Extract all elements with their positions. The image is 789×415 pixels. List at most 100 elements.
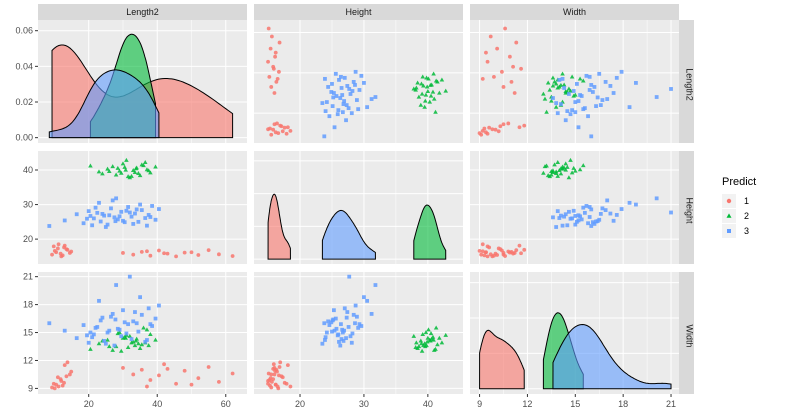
point-series-3 <box>323 76 327 81</box>
density-series-3 <box>321 209 376 260</box>
point-series-1 <box>273 382 278 387</box>
point-series-1 <box>517 243 522 248</box>
point-series-3 <box>351 312 356 317</box>
point-series-1 <box>495 46 500 51</box>
point-series-2 <box>426 76 431 81</box>
point-series-1 <box>490 127 495 132</box>
point-series-3 <box>121 308 125 313</box>
point-series-1 <box>266 371 271 376</box>
point-series-3 <box>341 339 346 343</box>
point-series-1 <box>182 250 187 255</box>
point-series-3 <box>334 326 339 331</box>
point-series-2 <box>118 170 124 175</box>
point-series-3 <box>555 209 560 214</box>
point-series-1 <box>69 369 74 374</box>
point-series-3 <box>614 213 619 217</box>
x-tick-label: 15 <box>570 399 580 409</box>
point-series-2 <box>545 173 551 178</box>
point-series-3 <box>587 88 592 92</box>
point-series-3 <box>373 95 378 99</box>
point-series-2 <box>423 330 429 335</box>
point-series-1 <box>148 378 153 382</box>
point-series-3 <box>562 86 567 90</box>
point-series-2 <box>433 109 438 114</box>
point-series-1 <box>477 248 482 253</box>
point-series-1 <box>277 40 282 45</box>
point-series-3 <box>554 225 559 229</box>
y-tick-label: 21 <box>23 272 33 282</box>
legend-key-2 <box>726 213 732 218</box>
point-series-2 <box>424 84 430 89</box>
point-series-1 <box>174 381 178 386</box>
panel-width-vs-height <box>254 272 463 394</box>
strip-right-height <box>679 151 694 264</box>
point-series-3 <box>74 336 79 341</box>
point-series-3 <box>344 336 348 341</box>
point-series-3 <box>340 327 345 332</box>
point-series-2 <box>132 343 138 348</box>
point-series-3 <box>627 105 632 110</box>
point-series-3 <box>107 328 112 333</box>
point-series-3 <box>587 74 592 79</box>
point-series-1 <box>157 373 161 378</box>
point-series-1 <box>267 74 272 79</box>
point-series-2 <box>572 168 578 173</box>
point-series-2 <box>439 77 445 82</box>
x-tick-label: 21 <box>666 399 676 409</box>
point-series-3 <box>340 330 345 335</box>
point-series-2 <box>541 91 546 96</box>
point-series-3 <box>586 114 590 119</box>
point-series-3 <box>369 97 374 101</box>
point-series-3 <box>98 219 103 224</box>
legend: Predict 1 2 3 <box>722 176 756 238</box>
point-series-2 <box>100 171 105 176</box>
point-series-2 <box>558 166 564 171</box>
point-series-1 <box>139 367 144 372</box>
point-series-3 <box>634 81 638 85</box>
point-series-1 <box>273 54 277 59</box>
point-series-1 <box>280 375 285 380</box>
point-series-3 <box>136 329 141 334</box>
panel-background <box>470 20 679 143</box>
legend-key-1 <box>726 198 732 204</box>
point-series-3 <box>586 221 590 226</box>
point-series-1 <box>271 66 276 71</box>
point-series-3 <box>338 96 343 100</box>
point-series-2 <box>144 327 150 332</box>
point-series-2 <box>137 345 143 350</box>
point-series-3 <box>323 338 327 342</box>
point-series-1 <box>271 362 276 367</box>
point-series-3 <box>329 320 334 325</box>
point-series-3 <box>559 213 563 218</box>
point-series-1 <box>284 131 289 136</box>
point-series-3 <box>669 87 673 91</box>
point-series-3 <box>568 216 573 221</box>
point-series-1 <box>217 252 221 257</box>
point-series-3 <box>329 90 334 94</box>
point-series-3 <box>590 90 595 94</box>
point-series-1 <box>266 26 271 31</box>
point-series-3 <box>95 210 100 215</box>
point-series-3 <box>90 223 95 228</box>
point-series-2 <box>146 168 151 173</box>
point-series-3 <box>345 310 350 314</box>
point-series-2 <box>577 76 583 81</box>
point-series-1 <box>145 384 149 389</box>
point-series-1 <box>266 59 270 64</box>
point-series-1 <box>482 253 487 258</box>
point-series-3 <box>654 196 659 201</box>
point-series-3 <box>98 318 103 323</box>
point-series-3 <box>47 321 52 326</box>
point-series-3 <box>654 95 659 99</box>
point-series-2 <box>553 81 559 86</box>
point-series-3 <box>595 219 600 224</box>
point-series-1 <box>55 375 60 380</box>
point-series-1 <box>64 374 69 379</box>
point-series-3 <box>342 75 347 80</box>
point-series-1 <box>277 69 281 74</box>
point-series-3 <box>133 310 137 314</box>
y-tick-label: 0.04 <box>15 61 33 71</box>
point-series-3 <box>584 73 589 78</box>
legend-label-2: 2 <box>744 211 749 221</box>
